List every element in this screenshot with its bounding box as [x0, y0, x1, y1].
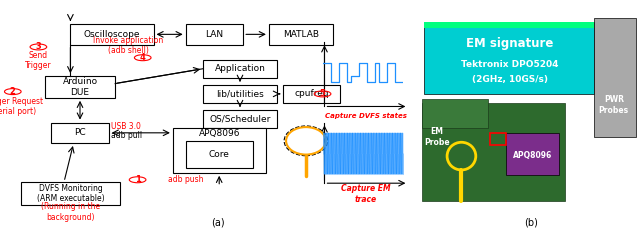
- Text: PWR
Probes: PWR Probes: [599, 95, 629, 115]
- FancyBboxPatch shape: [45, 76, 115, 98]
- Text: OS/Scheduler: OS/Scheduler: [209, 114, 271, 124]
- Text: Tektronix DPO5204: Tektronix DPO5204: [461, 60, 559, 69]
- Text: 3: 3: [36, 42, 41, 52]
- Text: Send
Trigger: Send Trigger: [25, 51, 52, 70]
- FancyBboxPatch shape: [204, 85, 277, 103]
- Text: Capture DVFS states: Capture DVFS states: [325, 113, 407, 119]
- Text: 4: 4: [140, 53, 146, 62]
- Text: PC: PC: [74, 128, 86, 137]
- Text: adb push: adb push: [168, 175, 203, 184]
- Text: Trigger Request
(Serial port): Trigger Request (Serial port): [0, 97, 43, 116]
- Text: Oscilloscope: Oscilloscope: [84, 30, 140, 39]
- FancyBboxPatch shape: [186, 141, 253, 168]
- Text: (2GHz, 10GS/s): (2GHz, 10GS/s): [472, 75, 548, 84]
- Text: APQ8096: APQ8096: [198, 129, 240, 139]
- Text: cpufreq: cpufreq: [294, 89, 329, 98]
- Text: adb pull: adb pull: [111, 131, 141, 140]
- FancyBboxPatch shape: [269, 24, 333, 45]
- Bar: [490, 133, 506, 145]
- Text: MATLAB: MATLAB: [283, 30, 319, 39]
- Text: (b): (b): [524, 217, 538, 227]
- Text: USB 3.0: USB 3.0: [111, 122, 141, 131]
- FancyBboxPatch shape: [283, 85, 340, 103]
- FancyBboxPatch shape: [204, 60, 277, 78]
- FancyBboxPatch shape: [186, 24, 243, 45]
- Text: lib/utilities: lib/utilities: [216, 89, 264, 98]
- Bar: [424, 22, 594, 94]
- Bar: [422, 103, 565, 201]
- Text: Invoke application
(adb shell): Invoke application (adb shell): [93, 36, 163, 55]
- FancyBboxPatch shape: [70, 24, 154, 45]
- Text: Core: Core: [209, 150, 230, 159]
- Text: Arduino
DUE: Arduino DUE: [63, 77, 97, 97]
- FancyBboxPatch shape: [204, 110, 277, 128]
- Text: 1: 1: [134, 175, 141, 184]
- Text: Capture EM
trace: Capture EM trace: [341, 184, 391, 204]
- Text: (Running in the
background): (Running in the background): [41, 202, 100, 221]
- Text: Application: Application: [214, 64, 266, 73]
- Bar: [594, 18, 636, 137]
- Text: (a): (a): [211, 217, 225, 227]
- Text: APQ8096: APQ8096: [513, 150, 552, 160]
- Text: 5: 5: [319, 89, 326, 98]
- FancyBboxPatch shape: [20, 182, 120, 205]
- Text: EM signature: EM signature: [467, 37, 554, 50]
- FancyBboxPatch shape: [173, 128, 266, 173]
- Text: EM
Probe: EM Probe: [424, 127, 450, 147]
- Text: DVFS Monitoring
(ARM executable): DVFS Monitoring (ARM executable): [36, 184, 104, 203]
- Bar: [506, 133, 559, 175]
- Text: LAN: LAN: [205, 30, 223, 39]
- Bar: [422, 99, 488, 128]
- FancyBboxPatch shape: [51, 123, 109, 143]
- Bar: [424, 22, 594, 28]
- Text: 2: 2: [10, 87, 16, 96]
